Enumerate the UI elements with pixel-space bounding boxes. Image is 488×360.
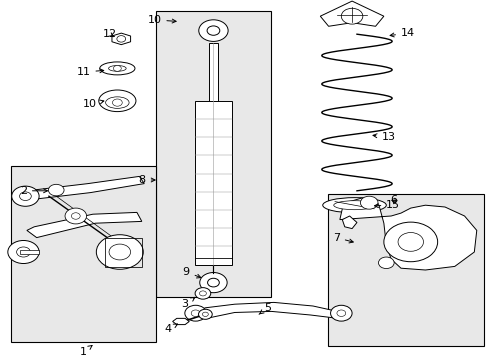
Circle shape bbox=[184, 305, 206, 321]
Circle shape bbox=[96, 235, 143, 269]
Polygon shape bbox=[320, 1, 383, 26]
Circle shape bbox=[336, 310, 345, 316]
Circle shape bbox=[71, 213, 80, 219]
Bar bbox=[327, 194, 483, 346]
Circle shape bbox=[20, 192, 31, 201]
Bar bbox=[194, 101, 231, 265]
Text: 7: 7 bbox=[332, 233, 352, 243]
Circle shape bbox=[113, 66, 121, 71]
Text: 6: 6 bbox=[389, 195, 396, 205]
Circle shape bbox=[12, 186, 39, 206]
Circle shape bbox=[48, 184, 64, 196]
Ellipse shape bbox=[322, 198, 386, 213]
Ellipse shape bbox=[100, 62, 135, 75]
Text: 3: 3 bbox=[181, 297, 194, 309]
Text: 2: 2 bbox=[20, 186, 47, 196]
Polygon shape bbox=[27, 212, 142, 238]
Circle shape bbox=[330, 305, 351, 321]
Circle shape bbox=[117, 36, 125, 42]
Polygon shape bbox=[20, 176, 144, 200]
Circle shape bbox=[198, 20, 227, 41]
Circle shape bbox=[8, 240, 39, 264]
Text: 5: 5 bbox=[259, 303, 270, 314]
Polygon shape bbox=[193, 302, 342, 319]
Text: 9: 9 bbox=[182, 267, 201, 278]
Circle shape bbox=[191, 310, 200, 316]
Circle shape bbox=[199, 291, 206, 296]
Circle shape bbox=[360, 196, 377, 209]
Bar bbox=[208, 43, 218, 101]
Text: 1: 1 bbox=[80, 346, 92, 357]
Circle shape bbox=[198, 309, 212, 319]
Text: 13: 13 bbox=[372, 132, 395, 142]
Circle shape bbox=[341, 8, 362, 24]
Circle shape bbox=[397, 233, 423, 251]
Text: 12: 12 bbox=[102, 29, 117, 39]
Circle shape bbox=[65, 208, 86, 224]
Polygon shape bbox=[172, 318, 189, 325]
Bar bbox=[105, 238, 142, 267]
Text: 8: 8 bbox=[138, 175, 155, 185]
Ellipse shape bbox=[108, 66, 126, 71]
Polygon shape bbox=[339, 198, 476, 270]
Ellipse shape bbox=[105, 97, 129, 108]
Polygon shape bbox=[342, 216, 356, 229]
Circle shape bbox=[109, 244, 130, 260]
Circle shape bbox=[378, 257, 393, 269]
Ellipse shape bbox=[333, 201, 374, 210]
Bar bbox=[155, 11, 271, 297]
Text: 10: 10 bbox=[147, 15, 176, 25]
Polygon shape bbox=[112, 33, 130, 45]
Circle shape bbox=[207, 278, 219, 287]
Circle shape bbox=[202, 312, 208, 316]
Circle shape bbox=[199, 273, 226, 293]
Circle shape bbox=[207, 26, 219, 35]
Circle shape bbox=[112, 99, 122, 106]
Circle shape bbox=[195, 288, 210, 299]
Text: 14: 14 bbox=[389, 28, 414, 38]
Text: 11: 11 bbox=[76, 67, 103, 77]
Circle shape bbox=[383, 222, 437, 262]
Circle shape bbox=[17, 247, 30, 257]
Text: 4: 4 bbox=[163, 324, 177, 334]
Bar bbox=[20, 250, 39, 254]
Bar bbox=[11, 166, 156, 342]
Ellipse shape bbox=[99, 90, 136, 112]
Text: 15: 15 bbox=[374, 200, 400, 210]
Text: 10: 10 bbox=[82, 99, 103, 109]
